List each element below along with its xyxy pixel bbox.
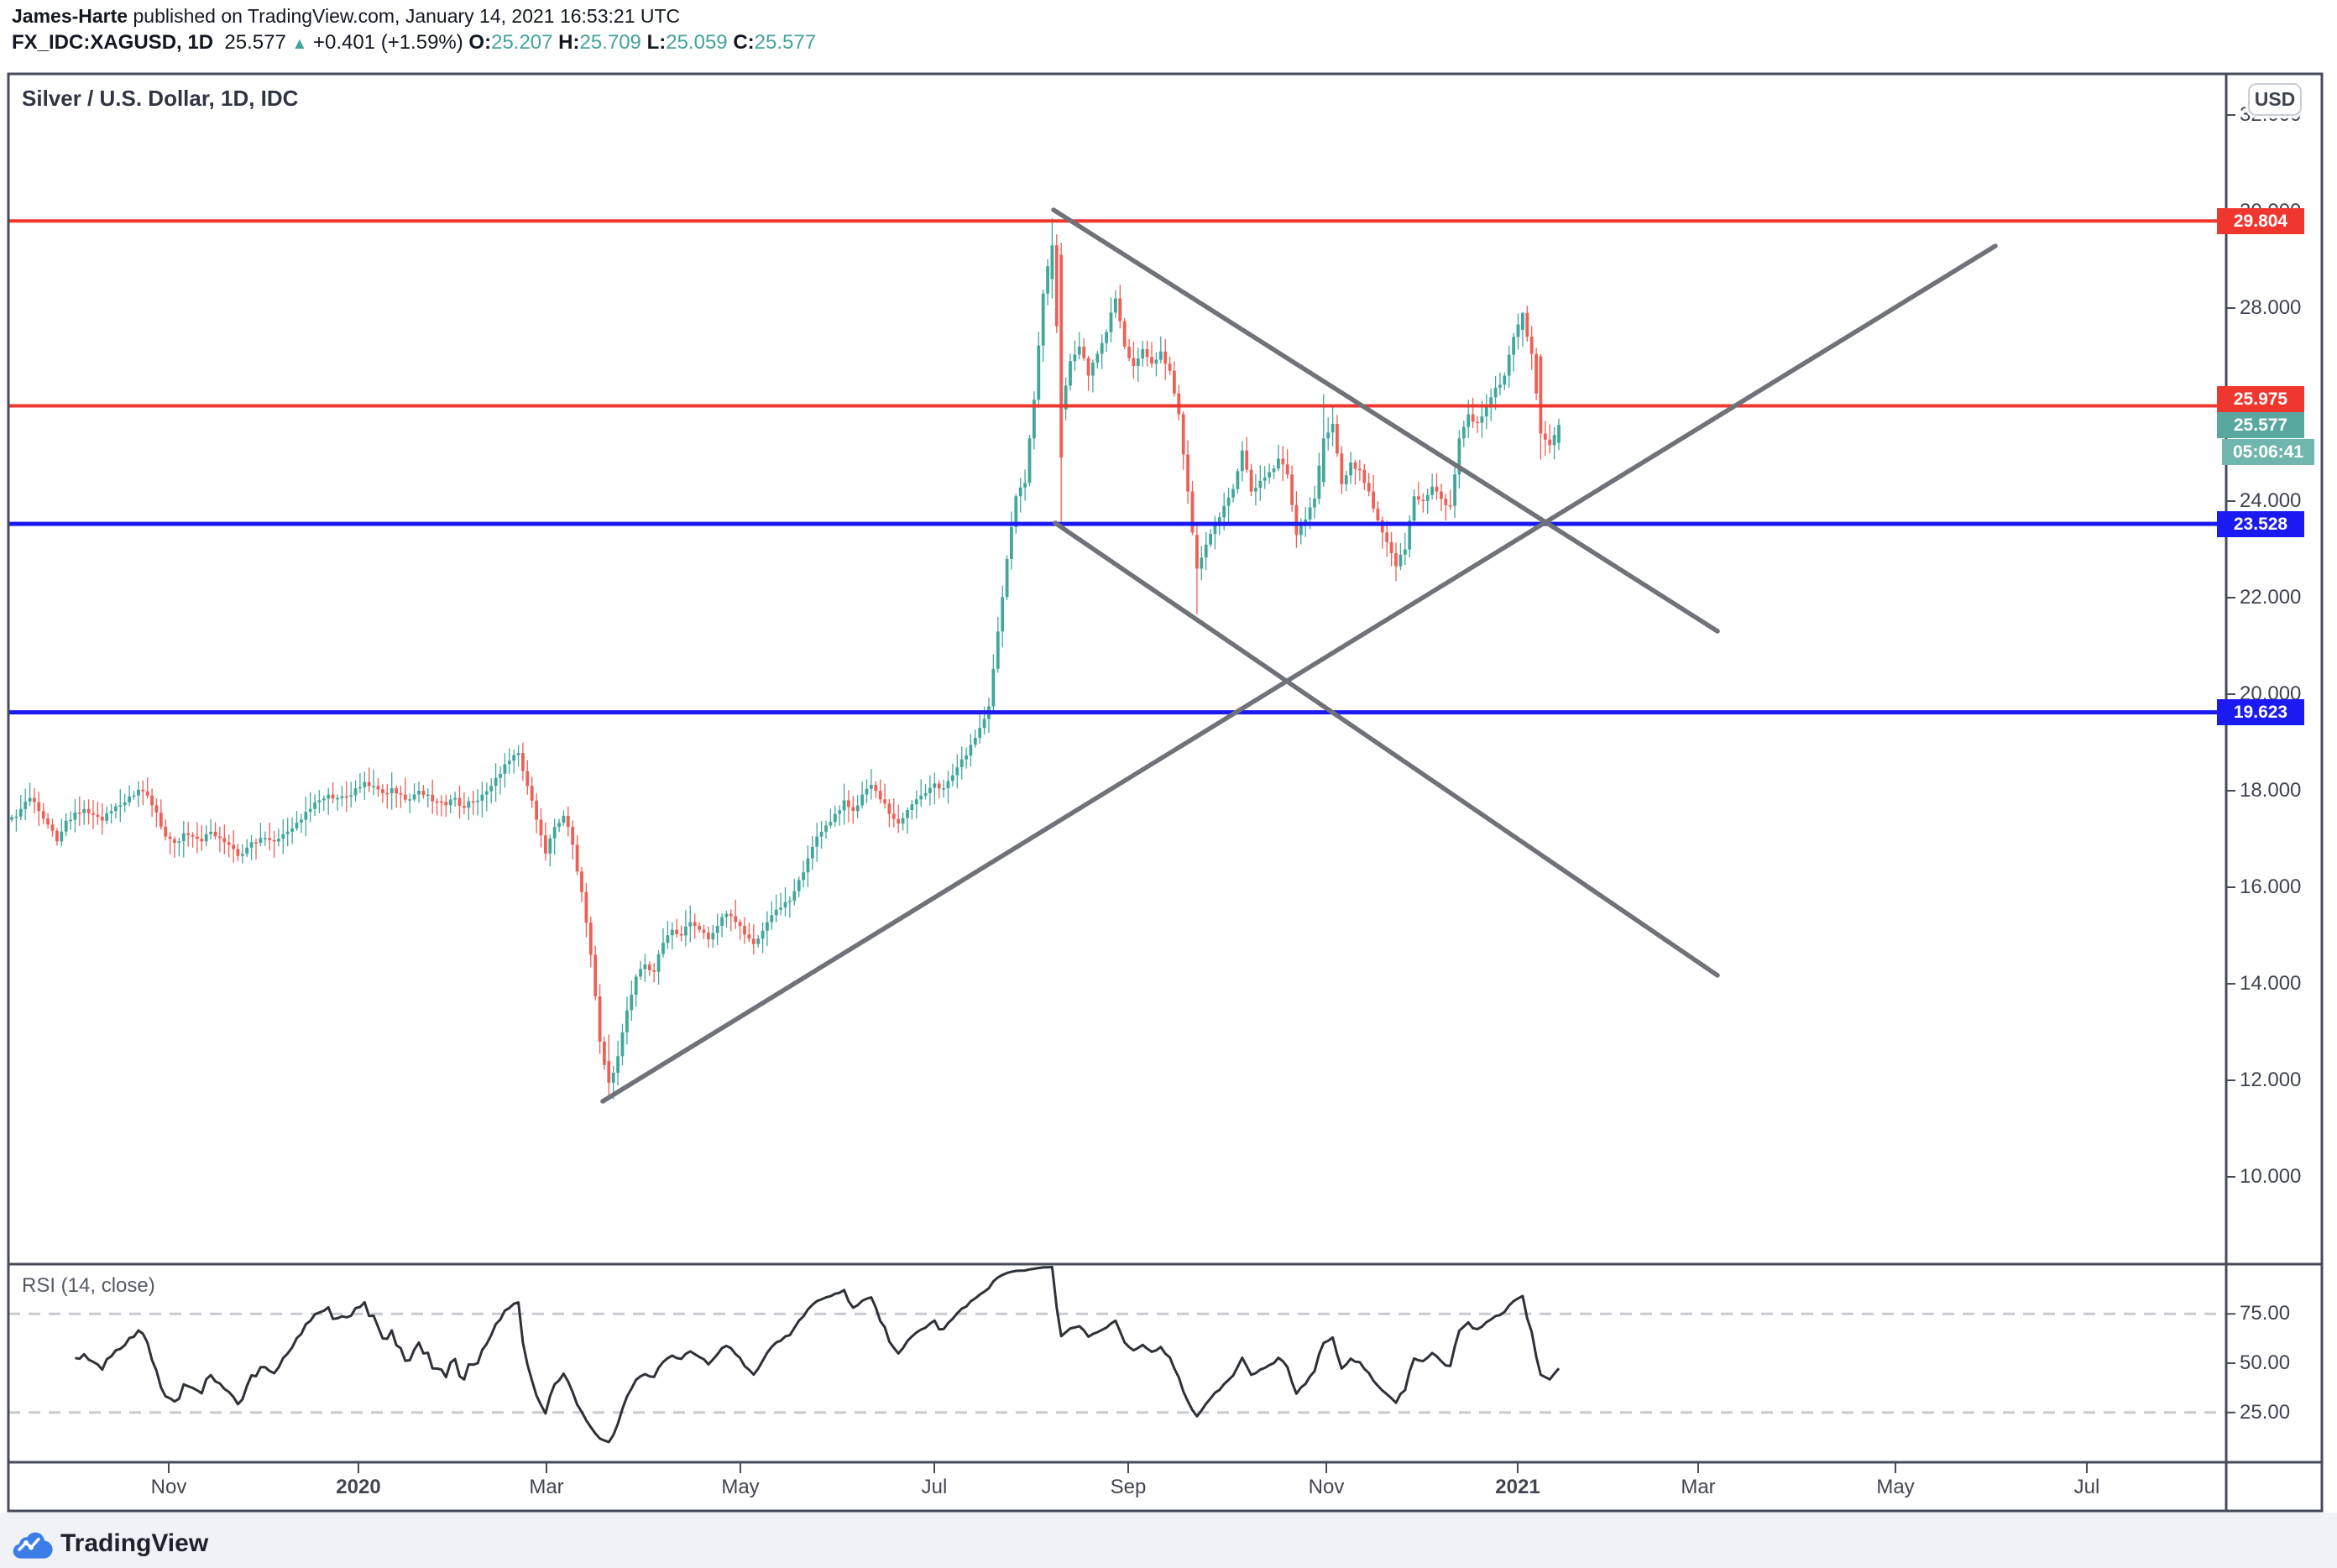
- time-tick-label: 2021: [1495, 1476, 1540, 1498]
- tradingview-cloud-icon: [13, 1532, 53, 1559]
- price-tick-label: 28.000: [2240, 296, 2302, 319]
- price-level-badge: 19.623: [2217, 699, 2304, 726]
- time-tick-label: May: [721, 1476, 760, 1498]
- rsi-tick-label: 25.00: [2240, 1400, 2291, 1424]
- close-value: 25.577: [754, 31, 817, 54]
- trendline-ascending-support[interactable]: [600, 243, 1998, 1104]
- last-price: 25.577: [224, 31, 286, 54]
- price-tick-label: 16.000: [2240, 875, 2302, 898]
- price-change: +0.401 (+1.59%): [312, 31, 463, 54]
- time-tick-label: Nov: [150, 1476, 187, 1498]
- candlestick-series: [10, 218, 1561, 1100]
- rsi-tick-label: 50.00: [2240, 1351, 2291, 1374]
- open-value: 25.207: [491, 31, 553, 54]
- rsi-pane-label: RSI (14, close): [22, 1274, 155, 1297]
- trendline-descending-resistance-upper[interactable]: [1051, 207, 1720, 634]
- author-name: James-Harte: [12, 5, 128, 27]
- price-tick-label: 24.000: [2240, 489, 2302, 512]
- pane-borders: [7, 72, 2324, 1513]
- time-tick-label: Sep: [1110, 1476, 1147, 1498]
- high-value: 25.709: [579, 31, 641, 54]
- trendlines[interactable]: [600, 207, 1998, 1104]
- time-tick-label: 2020: [336, 1476, 381, 1498]
- time-tick-label: Jul: [921, 1476, 948, 1498]
- horizontal-level-lines[interactable]: [8, 219, 2226, 715]
- rsi-tick-label: 75.00: [2240, 1302, 2291, 1325]
- rsi-indicator: [8, 1266, 2226, 1444]
- pane-title: Silver / U.S. Dollar, 1D, IDC: [22, 86, 299, 111]
- symbol-status-line: FX_IDC:XAGUSD, 1D 25.577 ▲ +0.401 (+1.59…: [12, 31, 816, 55]
- close-label: C:: [733, 31, 755, 54]
- price-level-badge: 25.975: [2217, 385, 2304, 412]
- time-tick-label: Mar: [529, 1476, 564, 1498]
- low-value: 25.059: [666, 31, 728, 54]
- axis-tick-marks: [168, 114, 2235, 1473]
- time-tick-label: Nov: [1308, 1476, 1345, 1498]
- open-label: O:: [468, 31, 492, 54]
- countdown-badge: 05:06:41: [2222, 438, 2314, 465]
- price-tick-label: 22.000: [2240, 586, 2302, 609]
- tradingview-wordmark: TradingView: [60, 1529, 209, 1557]
- price-level-badge: 25.577: [2217, 411, 2304, 438]
- time-tick-label: Jul: [2073, 1476, 2100, 1498]
- time-tick-label: May: [1876, 1476, 1915, 1498]
- up-triangle-icon: ▲: [291, 35, 308, 53]
- footer-strip: [0, 1513, 2337, 1568]
- publish-text: published on TradingView.com, January 14…: [128, 5, 681, 27]
- price-level-badge: 23.528: [2217, 510, 2304, 537]
- currency-unit-button[interactable]: USD: [2248, 83, 2302, 116]
- symbol-name: FX_IDC:XAGUSD, 1D: [12, 31, 214, 54]
- price-level-badge: 29.804: [2217, 207, 2304, 234]
- low-label: L:: [646, 31, 667, 54]
- time-tick-label: Mar: [1681, 1476, 1716, 1498]
- trendline-descending-resistance-lower[interactable]: [1053, 520, 1720, 978]
- high-label: H:: [558, 31, 580, 54]
- publish-info-line: James-Harte published on TradingView.com…: [12, 5, 680, 28]
- price-tick-label: 10.000: [2240, 1165, 2302, 1188]
- price-tick-label: 18.000: [2240, 779, 2302, 802]
- price-tick-label: 14.000: [2240, 972, 2302, 995]
- tradingview-logo[interactable]: TradingView: [12, 1528, 208, 1560]
- price-tick-label: 12.000: [2240, 1069, 2302, 1091]
